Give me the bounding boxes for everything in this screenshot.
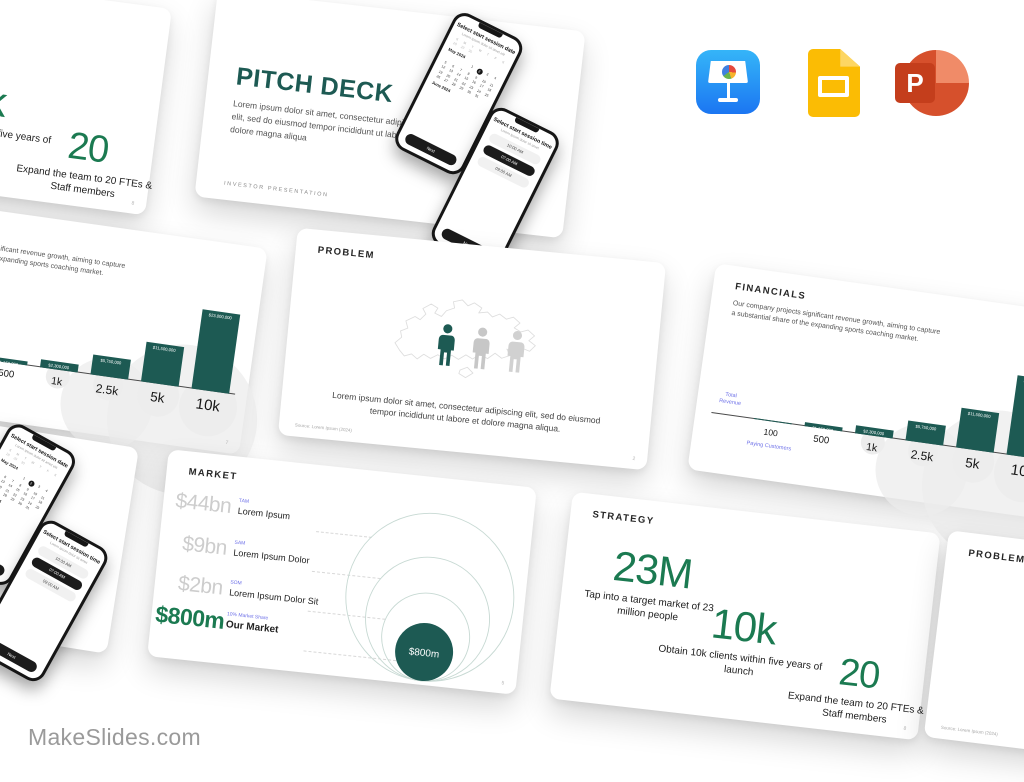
slide-financials: FINANCIALS Our company projects signific… bbox=[687, 263, 1024, 571]
tam-sam-som-circles: $800m bbox=[345, 512, 515, 682]
slide-body: Our company projects significant revenue… bbox=[0, 234, 126, 278]
next-button: Next bbox=[0, 637, 39, 674]
slide-title: STRATEGY bbox=[591, 509, 655, 528]
slide-problem-partial: PROBLEM Source: Lorem Ipsum (2024) 2 bbox=[923, 530, 1024, 782]
x-tick-label: 500 bbox=[0, 367, 15, 381]
bar-value-label: $2,300,000 bbox=[48, 361, 70, 370]
keynote-base-shape bbox=[718, 98, 738, 102]
powerpoint-app-icon: P bbox=[895, 48, 969, 118]
next-button: Next bbox=[403, 132, 459, 168]
bar: $11,500,000 bbox=[140, 341, 184, 387]
slide-footer: INVESTOR PRESENTATION bbox=[223, 180, 329, 199]
y-axis-label: Total Revenue bbox=[718, 391, 742, 407]
person-icon bbox=[507, 330, 525, 373]
bar-value-label: $23,000,000 bbox=[1016, 375, 1024, 387]
x-tick-label: 500 bbox=[812, 433, 830, 447]
bar-value-label: $23,000,000 bbox=[208, 311, 233, 320]
slide-title: FINANCIALS bbox=[734, 281, 807, 303]
next-button: Next bbox=[0, 540, 7, 578]
keynote-app-icon bbox=[696, 50, 760, 114]
bar: $1,150,000 bbox=[0, 356, 28, 367]
slide-pitch-deck: PITCH DECK Lorem ipsum dolor sit amet, c… bbox=[194, 0, 586, 274]
slide-title: PROBLEM bbox=[317, 244, 376, 262]
bar-value-label: $1,150,000 bbox=[0, 358, 19, 367]
person-icon bbox=[437, 324, 455, 366]
stat-team: 20 Expand the team to 20 FTEs & Staff me… bbox=[779, 647, 936, 732]
source-note: Source: Lorem Ipsum (2024) bbox=[940, 724, 999, 737]
bar-value-label: $11,500,000 bbox=[967, 410, 992, 419]
slide-title: PROBLEM bbox=[967, 547, 1024, 566]
slide-financials-partial: FINANCIALS Our company projects signific… bbox=[0, 197, 268, 505]
slide-frame-glyph bbox=[818, 76, 849, 97]
stat-team: 20 Expand the team to 20 FTEs & Staff me… bbox=[7, 120, 165, 207]
x-axis-label: Paying Customers bbox=[746, 440, 792, 453]
page-number: 8 bbox=[131, 200, 135, 207]
slide-market: MARKET $44bn TAM Lorem Ipsum $9bn SAM Lo… bbox=[147, 449, 537, 695]
powerpoint-p-tile: P bbox=[895, 63, 935, 103]
bar: $23,000,000 bbox=[190, 309, 240, 394]
bar-value-label: $2,300,000 bbox=[863, 427, 885, 436]
map-outline bbox=[394, 299, 536, 379]
google-slides-app-icon bbox=[808, 49, 860, 117]
our-market-bubble bbox=[395, 623, 454, 682]
source-note: Source: Lorem Ipsum (2024) bbox=[294, 422, 353, 433]
bar-value-label: $5,750,000 bbox=[915, 423, 937, 431]
slide-strategy-partial: STRATEGY 23M Tap into a target market of… bbox=[0, 0, 172, 216]
bar-value-label: $11,500,000 bbox=[152, 344, 177, 353]
keynote-pole-shape bbox=[726, 83, 730, 98]
bar: $23,000,000 bbox=[1005, 375, 1024, 460]
people-icons bbox=[431, 321, 531, 376]
bar bbox=[753, 417, 792, 425]
bubble-label: $800m bbox=[408, 646, 440, 660]
page-number: 2 bbox=[632, 455, 636, 463]
brand-link[interactable]: MakeSlides.com bbox=[28, 724, 201, 750]
bar: $1,150,000 bbox=[803, 422, 843, 433]
slide-problem: PROBLEM Lorem ipsum dolor sit amet, cons… bbox=[277, 227, 667, 471]
bar-value-label: $5,750,000 bbox=[100, 357, 122, 365]
person-icon bbox=[472, 327, 490, 370]
bar: $11,500,000 bbox=[955, 407, 999, 453]
slide-strategy: STRATEGY 23M Tap into a target market of… bbox=[549, 491, 941, 741]
x-tick-label: 100 bbox=[763, 426, 779, 439]
pie-chart-glyph bbox=[721, 64, 737, 80]
page-number: 8 bbox=[903, 725, 907, 732]
